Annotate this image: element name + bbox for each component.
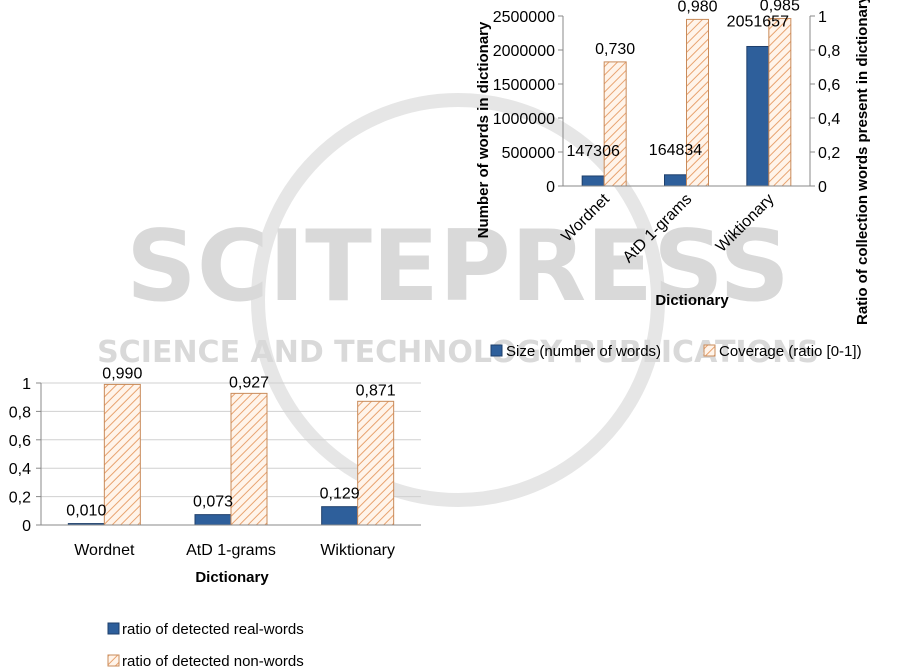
- chart2-y-tick-label: 0,4: [9, 461, 31, 478]
- watermark-ring: [251, 93, 665, 507]
- chart1-data-label-size: 147306: [566, 143, 619, 160]
- chart1-y2-tick-label: 0,6: [818, 77, 840, 94]
- chart1-data-label-coverage: 0,985: [760, 0, 800, 15]
- chart2-y-tick-label: 0,8: [9, 404, 31, 421]
- chart2-bar-real-words: [194, 514, 232, 526]
- chart2-bar-non-words: [230, 392, 268, 526]
- chart1-y-tick-label: 1000000: [493, 111, 555, 128]
- chart1-data-label-coverage: 0,730: [595, 41, 635, 58]
- legend-swatch-coverage: [703, 344, 716, 357]
- chart2-y-tick-label: 1: [22, 376, 31, 393]
- chart1-y2-tick-label: 0,4: [818, 111, 840, 128]
- chart2-legend: ratio of detected real-words ratio of de…: [107, 621, 304, 670]
- chart-detection-ratio: 0 0,2 0,4 0,6 0,8 1 0,010 0,990 Wordnet 0,073 0,92…: [9, 365, 421, 670]
- chart1-y2-tick-label: 0: [818, 179, 827, 196]
- legend-swatch-non-words: [107, 654, 120, 667]
- chart1-y-axis-title: Number of words in dictionary: [475, 21, 492, 238]
- chart2-x-tick-label: AtD 1-grams: [186, 542, 276, 559]
- legend-swatch-real-words: [107, 622, 120, 635]
- chart1-y2-tick-label: 1: [818, 9, 827, 26]
- chart2-data-label-non-words: 0,990: [102, 365, 142, 382]
- legend-label-coverage: Coverage (ratio [0-1]): [719, 343, 862, 360]
- watermark-subtitle: SCIENCE AND TECHNOLOGY PUBLICATIONS: [97, 335, 819, 370]
- chart2-y-tick-label: 0,6: [9, 433, 31, 450]
- chart2-data-label-non-words: 0,871: [356, 382, 396, 399]
- chart1-x-axis-title: Dictionary: [655, 292, 729, 309]
- chart1-bar-size: [746, 45, 770, 187]
- watermark-title: SCITEPRESS: [126, 210, 790, 324]
- chart1-bar-size: [581, 175, 605, 187]
- chart1-y-tick-label: 0: [546, 179, 555, 196]
- chart1-data-label-size: 164834: [649, 142, 702, 159]
- chart1-data-label-coverage: 0,980: [677, 0, 717, 15]
- watermark: SCITEPRESS SCIENCE AND TECHNOLOGY PUBLIC…: [97, 93, 819, 507]
- chart1-y-tick-label: 1500000: [493, 77, 555, 94]
- legend-label-non-words: ratio of detected non-words: [122, 653, 304, 670]
- chart1-legend: Size (number of words) Coverage (ratio […: [490, 343, 862, 360]
- chart1-bar-size: [664, 174, 687, 187]
- chart2-y-tick-label: 0: [22, 518, 31, 535]
- chart2-data-label-real-words: 0,129: [320, 486, 360, 503]
- chart1-bar-coverage: [768, 18, 792, 187]
- chart1-data-label-size: 2051657: [727, 13, 789, 30]
- chart1-bar-coverage: [686, 18, 709, 187]
- chart2-x-tick-label: Wiktionary: [320, 542, 395, 559]
- chart2-bar-non-words: [357, 400, 395, 526]
- chart2-bar-non-words: [103, 383, 141, 526]
- chart1-y-tick-label: 2500000: [493, 9, 555, 26]
- chart1-bar-coverage: [603, 61, 627, 187]
- legend-swatch-size: [490, 344, 503, 357]
- chart2-data-label-real-words: 0,073: [193, 494, 233, 511]
- chart2-x-axis-title: Dictionary: [195, 569, 269, 586]
- chart2-x-tick-label: Wordnet: [74, 542, 135, 559]
- legend-label-size: Size (number of words): [506, 343, 661, 360]
- chart1-y-tick-label: 2000000: [493, 43, 555, 60]
- chart1-y2-axis-title: Ratio of collection words present in dic…: [854, 0, 871, 325]
- chart1-y2-tick-label: 0,2: [818, 145, 840, 162]
- chart1-y2-tick-label: 0,8: [818, 43, 840, 60]
- chart1-y-tick-label: 500000: [502, 145, 555, 162]
- chart2-data-label-non-words: 0,927: [229, 374, 269, 391]
- legend-label-real-words: ratio of detected real-words: [122, 621, 304, 638]
- chart2-data-label-real-words: 0,010: [66, 503, 106, 520]
- chart2-bar-real-words: [321, 506, 359, 526]
- chart2-y-tick-label: 0,2: [9, 490, 31, 507]
